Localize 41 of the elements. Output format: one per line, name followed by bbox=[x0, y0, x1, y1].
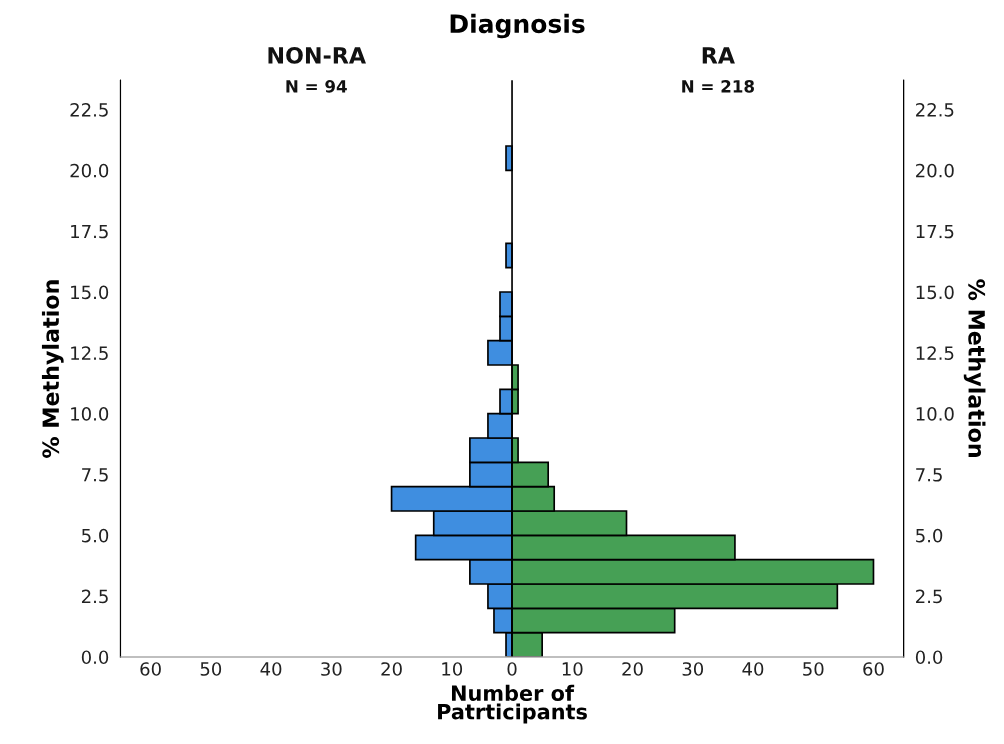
y2-axis-title: % Methylation bbox=[963, 279, 986, 457]
y-tick-label: 10.0 bbox=[71, 407, 109, 421]
y2-tick-label: 2.5 bbox=[916, 589, 942, 604]
y2-tick-label: 10.0 bbox=[916, 407, 954, 421]
y-tick-label: 0.0 bbox=[81, 650, 109, 665]
y2-tick-label: 22.5 bbox=[916, 103, 954, 117]
y2-tick-label: 12.5 bbox=[916, 346, 954, 360]
x-tick-label: 10 bbox=[442, 662, 463, 676]
x-tick-label: 40 bbox=[742, 662, 764, 676]
y-axis-title: % Methylation bbox=[41, 280, 64, 458]
y-tick-label: 5.0 bbox=[82, 528, 109, 543]
text: NON-RA bbox=[268, 46, 366, 64]
y-tick-label: 17.5 bbox=[71, 224, 108, 239]
y2-tick-label: 7.5 bbox=[916, 468, 942, 482]
annotation: N = 94 bbox=[286, 80, 347, 93]
x-tick-label: 0 bbox=[507, 662, 517, 676]
y-tick-label: 12.5 bbox=[71, 346, 108, 360]
x-tick-label: 10 bbox=[562, 662, 583, 676]
y-tick-label: 15.0 bbox=[71, 285, 109, 300]
x-axis-title: Number of Patrticipants bbox=[438, 684, 587, 724]
y-tick-label: 20.0 bbox=[70, 163, 109, 178]
y-tick-label: 22.5 bbox=[70, 103, 108, 117]
x-tick-label: 30 bbox=[321, 662, 342, 676]
y2-tick-label: 5.0 bbox=[916, 528, 943, 543]
x-tick-label: 20 bbox=[381, 662, 402, 676]
text: RA bbox=[702, 47, 735, 64]
x-tick-label: 50 bbox=[200, 662, 222, 676]
annotation: N = 218 bbox=[682, 80, 754, 93]
y2-tick-label: 0.0 bbox=[915, 650, 943, 665]
x-tick-label: 60 bbox=[140, 662, 161, 676]
y-tick-label: 2.5 bbox=[81, 589, 108, 604]
y2-tick-label: 20.0 bbox=[916, 163, 954, 178]
x-tick-label: 60 bbox=[863, 662, 884, 676]
x-tick-label: 20 bbox=[622, 662, 643, 676]
x-tick-label: 40 bbox=[260, 662, 282, 676]
x-tick-label: 50 bbox=[803, 662, 824, 676]
y2-tick-label: 15.0 bbox=[916, 285, 954, 300]
y2-tick-label: 17.5 bbox=[916, 224, 954, 239]
chart-title: Diagnosis bbox=[450, 13, 585, 39]
y-tick-label: 7.5 bbox=[82, 468, 108, 482]
x-tick-label: 30 bbox=[682, 662, 704, 676]
